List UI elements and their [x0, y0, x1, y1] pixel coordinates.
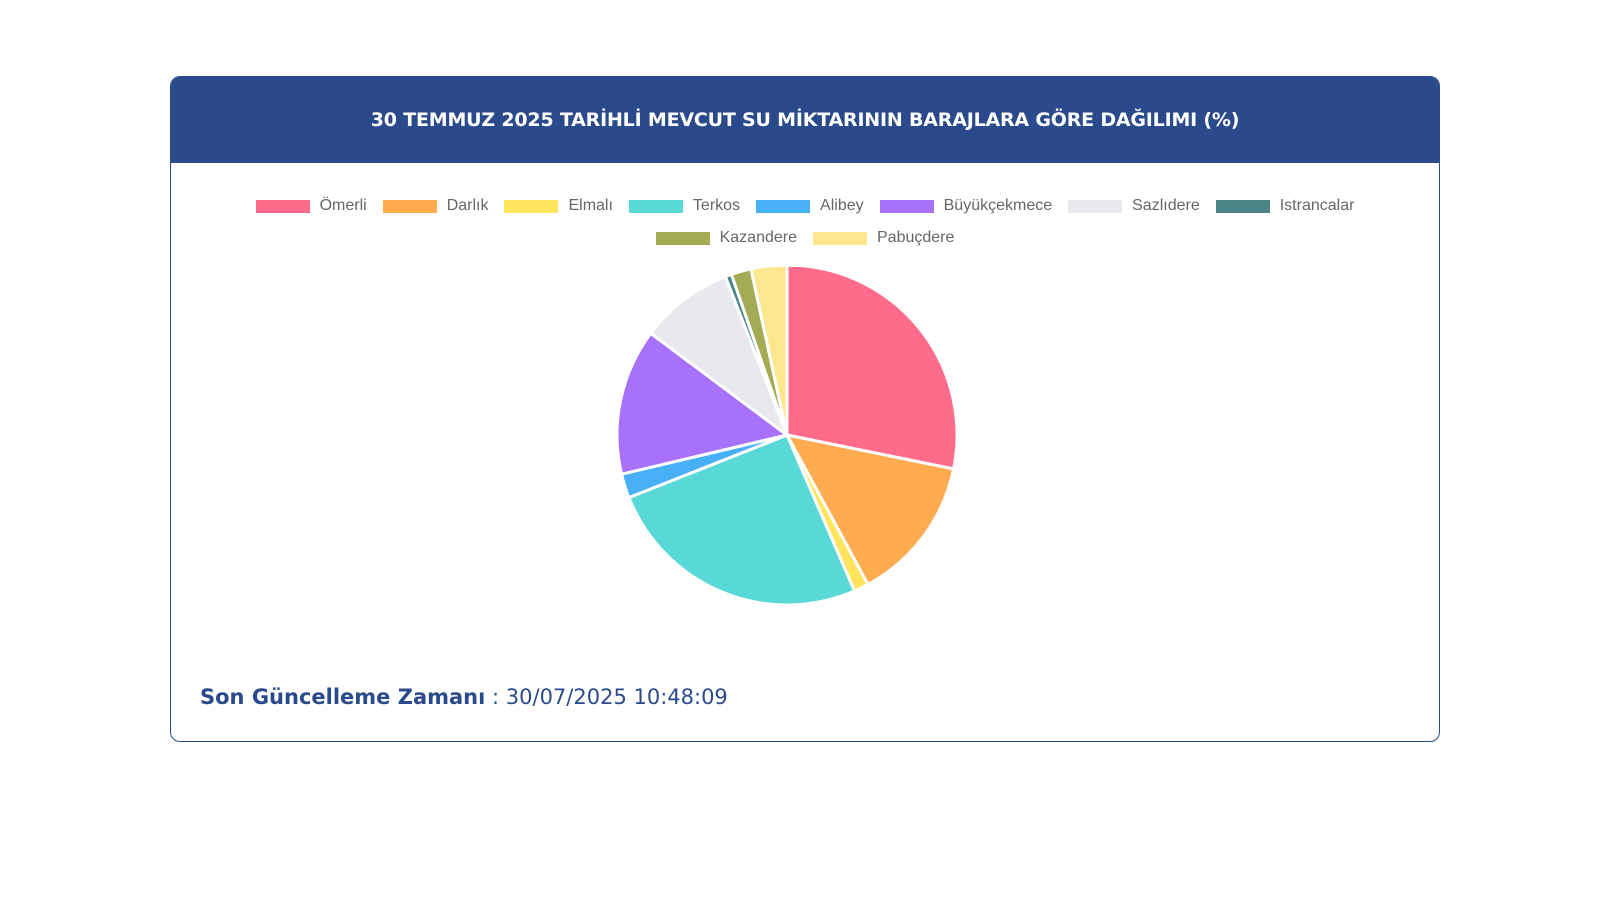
legend-label: Terkos [692, 197, 741, 214]
legend-swatch [628, 199, 683, 213]
legend-item[interactable]: Sazlıdere [1068, 195, 1200, 217]
legend-item[interactable]: Terkos [628, 195, 741, 217]
legend-item[interactable]: Pabuçdere [813, 227, 954, 249]
legend-swatch [1068, 199, 1123, 213]
legend-item[interactable]: Darlık [382, 195, 489, 217]
card-header: 30 TEMMUZ 2025 TARİHLİ MEVCUT SU MİKTARI… [171, 77, 1439, 163]
chart-card: 30 TEMMUZ 2025 TARİHLİ MEVCUT SU MİKTARI… [170, 76, 1440, 742]
legend-item[interactable]: Ömerli [255, 195, 367, 217]
legend-swatch [879, 199, 934, 213]
legend-swatch [504, 199, 559, 213]
pie-slice-ömerli[interactable] [785, 267, 959, 471]
last-update: Son Güncelleme Zamanı : 30/07/2025 10:48… [200, 685, 728, 709]
legend-swatch [255, 199, 310, 213]
legend-item[interactable]: Elmalı [504, 195, 613, 217]
legend-label: Elmalı [568, 197, 613, 214]
legend-label: Alibey [820, 197, 864, 214]
legend-item[interactable]: Büyükçekmece [879, 195, 1053, 217]
pie-slice-terkos[interactable] [626, 433, 857, 607]
legend-label: Pabuçdere [877, 229, 955, 246]
pie-slice-büyükçekmece[interactable] [615, 331, 791, 476]
chart-title: 30 TEMMUZ 2025 TARİHLİ MEVCUT SU MİKTARI… [370, 109, 1240, 131]
legend-label: Ömerli [319, 197, 367, 214]
legend-label: Sazlıdere [1132, 197, 1200, 214]
legend-swatch [382, 199, 437, 213]
legend-label: Büyükçekmece [943, 197, 1053, 214]
pie-slice-darlık[interactable] [784, 432, 956, 587]
legend-item[interactable]: Alibey [756, 195, 864, 217]
legend-swatch [655, 231, 710, 245]
pie-slice-sazlıdere[interactable] [648, 274, 791, 440]
legend-swatch [813, 231, 867, 245]
last-update-label: Son Güncelleme Zamanı [200, 685, 486, 709]
legend-swatch [756, 199, 811, 213]
last-update-separator: : [485, 685, 506, 709]
legend-item[interactable]: Kazandere [655, 227, 797, 249]
chart-legend: Ömerli Darlık Elmalı Terkos Alibey Büyükçekme… [171, 195, 1439, 249]
legend-label: Istrancalar [1279, 197, 1355, 214]
pie-chart [615, 267, 959, 607]
legend-item[interactable]: Istrancalar [1215, 195, 1355, 217]
legend-label: Darlık [446, 197, 489, 214]
last-update-value: 30/07/2025 10:48:09 [505, 685, 728, 709]
legend-swatch [1215, 199, 1270, 213]
legend-label: Kazandere [719, 229, 797, 246]
pie-slice-pabuçdere[interactable] [749, 267, 789, 436]
